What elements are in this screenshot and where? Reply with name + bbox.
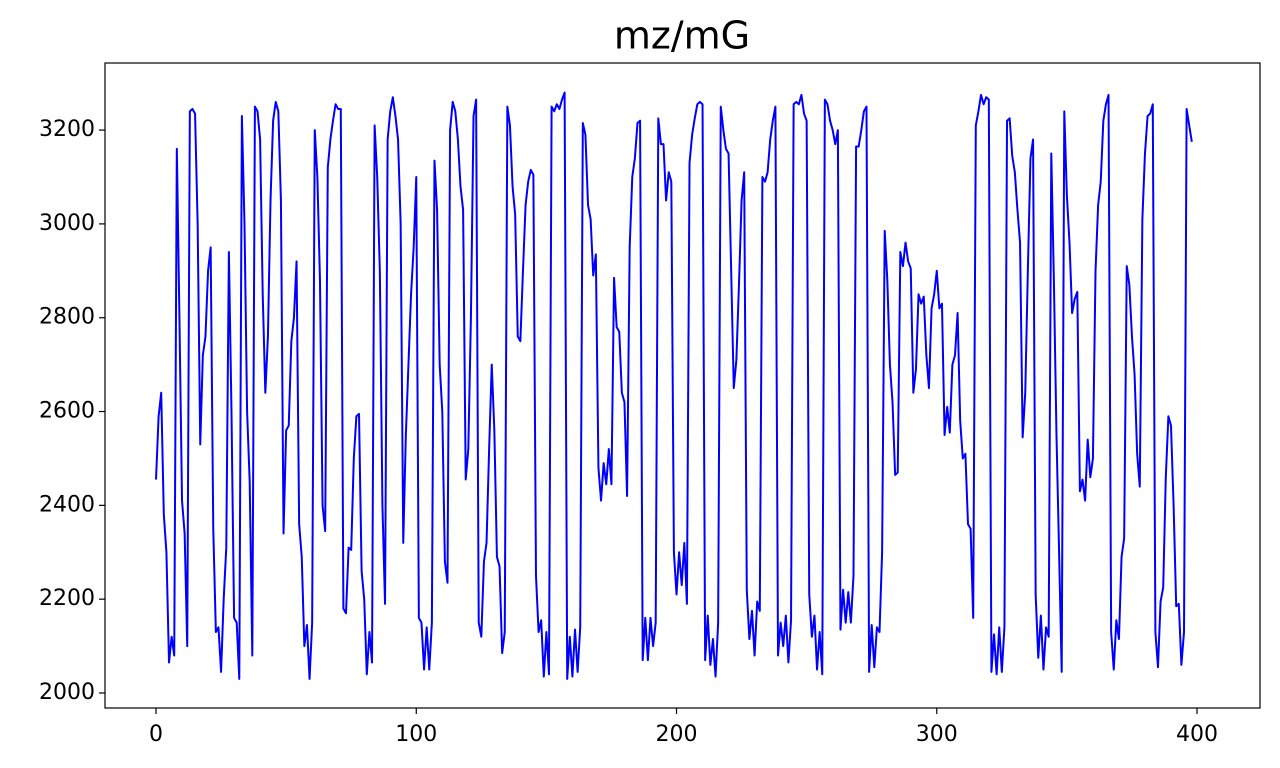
- chart-title: mz/mG: [614, 14, 750, 58]
- y-tick-label: 2800: [39, 305, 95, 330]
- y-tick-label: 2200: [39, 586, 95, 611]
- plot-frame: [104, 62, 1261, 709]
- x-tick-label: 200: [656, 722, 698, 747]
- data-line: [155, 91, 1193, 680]
- y-tick-label: 2000: [39, 680, 95, 705]
- y-tick-label: 2400: [39, 492, 95, 517]
- y-tick-label: 3000: [39, 211, 95, 236]
- x-tick-label: 400: [1176, 722, 1218, 747]
- x-tick-label: 100: [395, 722, 437, 747]
- y-tick-label: 2600: [39, 399, 95, 424]
- x-tick-label: 300: [916, 722, 958, 747]
- y-tick-label: 3200: [39, 117, 95, 142]
- x-tick-label: 0: [149, 722, 163, 747]
